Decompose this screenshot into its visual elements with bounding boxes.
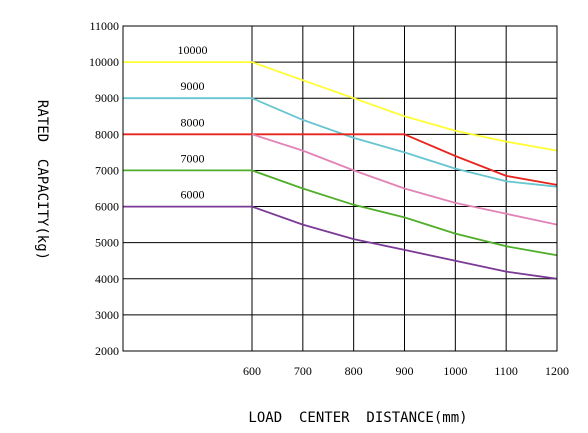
x-tick-label: 1200	[545, 364, 569, 378]
y-tick-label: 2000	[95, 344, 119, 358]
y-axis-title: RATED CAPACITY(kg)	[34, 100, 50, 260]
series-lines	[123, 61, 558, 280]
x-tick-label: 800	[345, 364, 363, 378]
y-tick-label: 3000	[95, 308, 119, 322]
y-tick-labels: 2000 3000 4000 5000 6000 7000 8000 9000 10000 110…	[89, 19, 119, 358]
x-tick-label: 1000	[443, 364, 467, 378]
x-tick-label: 600	[243, 364, 261, 378]
x-tick-labels: 600 700 800 900 1000 1100 1200	[243, 364, 569, 378]
y-tick-label: 5000	[95, 236, 119, 250]
y-tick-label: 6000	[95, 200, 119, 214]
series-line-curve-3	[251, 133, 558, 226]
y-tick-label: 9000	[95, 91, 119, 105]
series-line-10000	[123, 61, 558, 152]
y-tick-label: 10000	[89, 55, 119, 69]
series-labels: 10000 9000 8000 7000 6000	[178, 43, 208, 201]
x-axis-title: LOAD CENTER DISTANCE(mm)	[248, 410, 467, 426]
series-label: 9000	[181, 79, 205, 93]
series-line-7000	[123, 169, 558, 257]
x-tick-label: 1100	[494, 364, 518, 378]
series-line-6000	[123, 205, 558, 280]
y-tick-label: 4000	[95, 272, 119, 286]
series-label: 6000	[181, 188, 205, 202]
series-label: 10000	[178, 43, 208, 57]
series-label: 7000	[181, 151, 205, 165]
series-line-9000	[123, 97, 558, 188]
y-tick-label: 8000	[95, 127, 119, 141]
plot-frame	[122, 25, 558, 352]
y-tick-label: 7000	[95, 163, 119, 177]
x-tick-label: 700	[294, 364, 312, 378]
x-tick-label: 900	[396, 364, 414, 378]
series-line-8000	[123, 133, 558, 186]
series-label: 8000	[181, 115, 205, 129]
y-tick-label: 11000	[89, 19, 119, 33]
plot-border	[122, 25, 558, 352]
